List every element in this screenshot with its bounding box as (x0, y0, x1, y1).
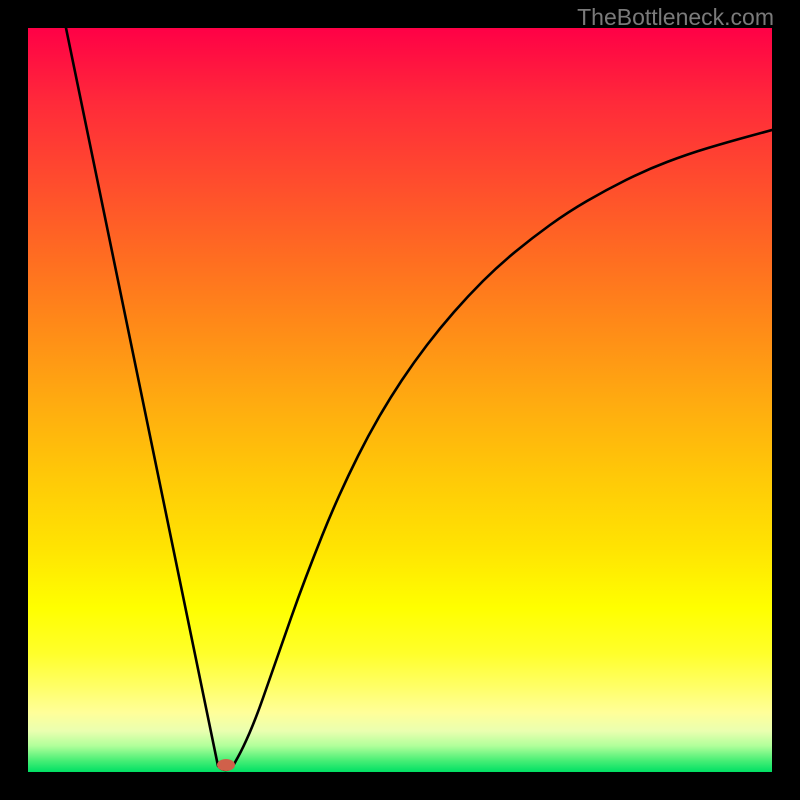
watermark-label: TheBottleneck.com (577, 4, 774, 31)
gradient-rect (28, 28, 772, 772)
optimal-point-marker (217, 759, 235, 771)
plot-svg (28, 28, 772, 772)
plot-area (28, 28, 772, 772)
